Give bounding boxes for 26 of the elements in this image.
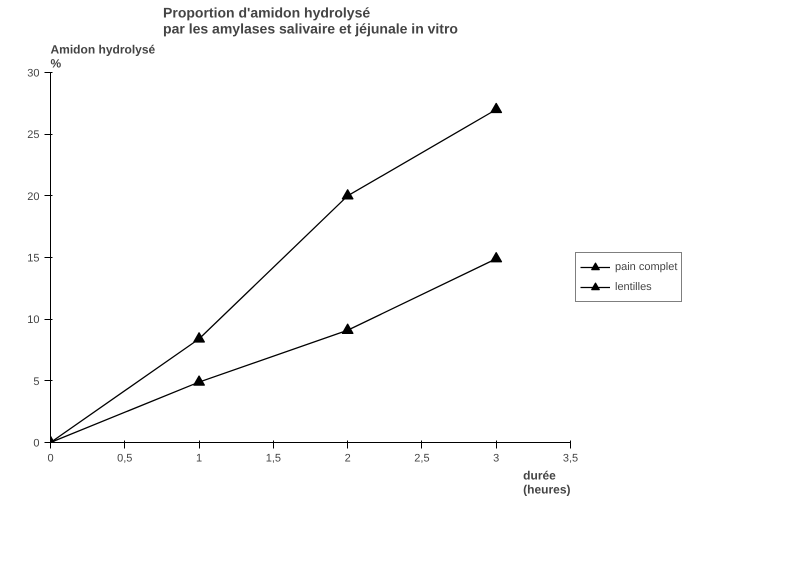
y-tick-label: 0 xyxy=(33,438,40,450)
x-tick-label: 2 xyxy=(344,452,351,464)
point xyxy=(490,252,502,262)
y-axis-title: Amidon hydrolysé % xyxy=(50,42,156,70)
legend-label: pain complet xyxy=(615,261,678,273)
x-tick-label: 0,5 xyxy=(117,452,132,464)
x-axis-title: durée (heures) xyxy=(523,468,571,496)
y-tick-label: 30 xyxy=(27,68,40,80)
x-tick-label: 3 xyxy=(493,452,500,464)
point xyxy=(342,323,354,334)
y-tick-label: 5 xyxy=(33,376,40,388)
x-tick-label: 1,5 xyxy=(266,452,282,464)
x-tick-label: 0 xyxy=(47,452,54,464)
point xyxy=(490,102,502,114)
chart-title: Proportion d'amidon hydrolysé par les amylases salivaire et jéjunale in vitro xyxy=(163,4,458,36)
x-tick-label: 2,5 xyxy=(414,452,430,464)
y-tick-label: 20 xyxy=(27,190,40,203)
point xyxy=(193,375,206,386)
point xyxy=(193,332,206,343)
x-tick-label: 1 xyxy=(196,452,202,464)
legend-label: lentilles xyxy=(615,281,652,293)
point xyxy=(342,188,354,200)
x-tick-label: 3,5 xyxy=(562,452,578,464)
y-tick-label: 15 xyxy=(27,252,40,264)
y-tick-label: 10 xyxy=(27,314,40,326)
y-tick-label: 25 xyxy=(27,129,40,142)
